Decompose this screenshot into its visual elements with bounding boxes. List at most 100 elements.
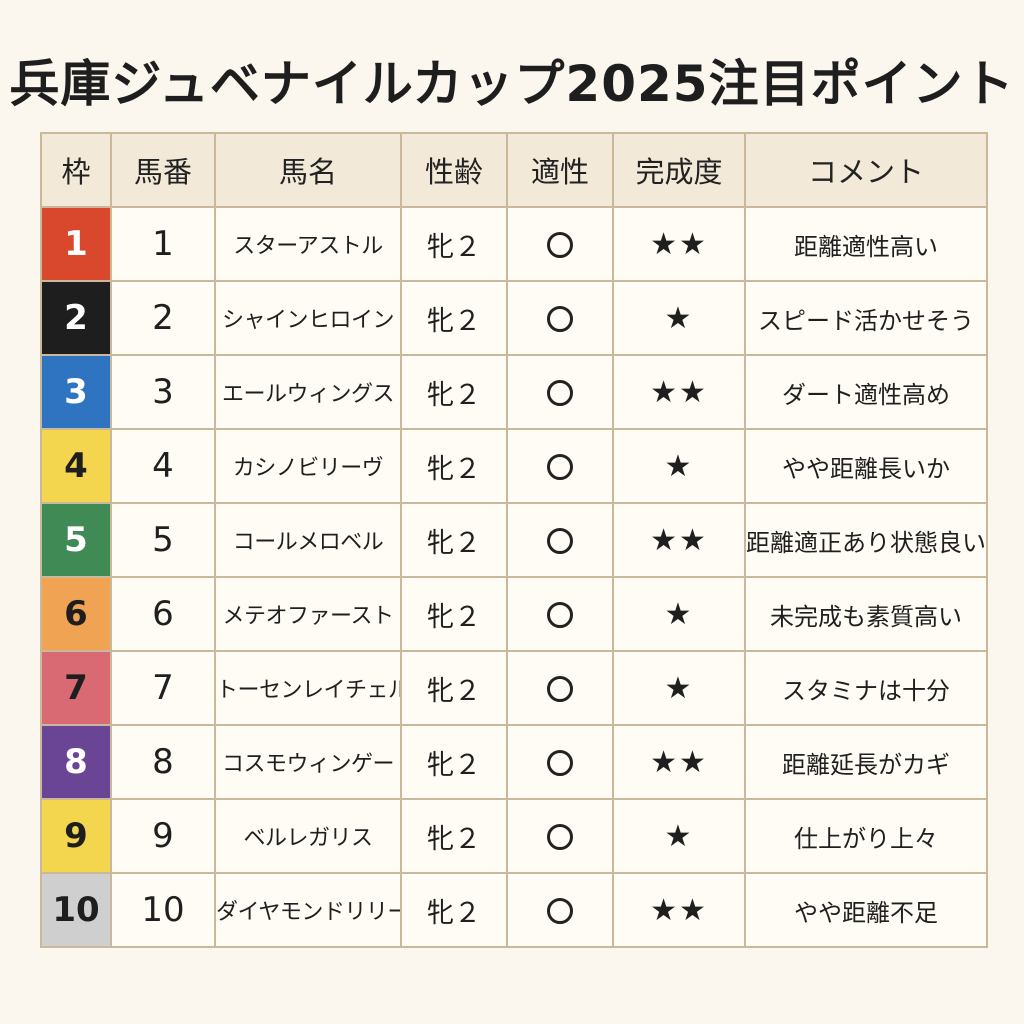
waku-badge: 9 [40,798,112,874]
comment-cell: 距離延長がカギ [744,724,988,800]
header-comment: コメント [744,132,988,208]
circle-mark-icon [547,750,573,776]
comment-cell: 仕上がり上々 [744,798,988,874]
header-fit: 適性 [506,132,614,208]
completion-stars: ★ [612,798,746,874]
completion-stars: ★ [612,280,746,356]
sex-age-cell: 牝２ [400,724,508,800]
sex-age-cell: 牝２ [400,428,508,504]
table-header-row: 枠 馬番 馬名 性齢 適性 完成度 コメント [40,132,988,208]
umaban-cell: 8 [110,724,216,800]
completion-stars: ★★ [612,206,746,282]
completion-stars: ★★ [612,502,746,578]
completion-stars: ★ [612,428,746,504]
umaban-cell: 1 [110,206,216,282]
comment-cell: ダート適性高め [744,354,988,430]
waku-badge: 4 [40,428,112,504]
header-name: 馬名 [214,132,402,208]
umaban-cell: 9 [110,798,216,874]
fit-cell: ○ [506,206,614,282]
sex-age-cell: 牝２ [400,650,508,726]
waku-badge: 10 [40,872,112,948]
horse-name-cell: スターアストル [214,206,402,282]
circle-mark-icon [547,602,573,628]
completion-stars: ★ [612,576,746,652]
sex-age-cell: 牝２ [400,206,508,282]
horse-name-cell: コスモウィンゲー [214,724,402,800]
completion-stars: ★ [612,650,746,726]
sex-age-cell: 牝２ [400,872,508,948]
umaban-cell: 6 [110,576,216,652]
header-completion: 完成度 [612,132,746,208]
sex-age-cell: 牝２ [400,502,508,578]
header-sex-age: 性齢 [400,132,508,208]
fit-cell: ○ [506,502,614,578]
waku-badge: 1 [40,206,112,282]
waku-badge: 7 [40,650,112,726]
header-waku: 枠 [40,132,112,208]
umaban-cell: 5 [110,502,216,578]
fit-cell: ○ [506,354,614,430]
horse-name-cell: ベルレガリス [214,798,402,874]
circle-mark-icon [547,676,573,702]
waku-badge: 2 [40,280,112,356]
waku-badge: 6 [40,576,112,652]
circle-mark-icon [547,232,573,258]
completion-stars: ★★ [612,354,746,430]
umaban-cell: 2 [110,280,216,356]
circle-mark-icon [547,306,573,332]
sex-age-cell: 牝２ [400,798,508,874]
fit-cell: ○ [506,428,614,504]
comment-cell: スタミナは十分 [744,650,988,726]
umaban-cell: 3 [110,354,216,430]
horse-name-cell: シャインヒロイン [214,280,402,356]
comment-cell: 距離適正あり状態良い [744,502,988,578]
comment-cell: やや距離長いか [744,428,988,504]
fit-cell: ○ [506,280,614,356]
horse-name-cell: カシノビリーヴ [214,428,402,504]
umaban-cell: 4 [110,428,216,504]
circle-mark-icon [547,454,573,480]
horse-name-cell: エールウィングス [214,354,402,430]
fit-cell: ○ [506,872,614,948]
completion-stars: ★★ [612,872,746,948]
completion-stars: ★★ [612,724,746,800]
circle-mark-icon [547,898,573,924]
comment-cell: 距離適性高い [744,206,988,282]
comment-cell: やや距離不足 [744,872,988,948]
horse-name-cell: トーセンレイチェル [214,650,402,726]
horse-name-cell: ダイヤモンドリリー [214,872,402,948]
sex-age-cell: 牝２ [400,576,508,652]
comment-cell: 未完成も素質高い [744,576,988,652]
horse-table: 枠 馬番 馬名 性齢 適性 完成度 コメント 11スターアストル牝２○★★距離適… [40,132,988,948]
circle-mark-icon [547,824,573,850]
page-title: 兵庫ジュベナイルカップ2025注目ポイント [9,55,1015,113]
sex-age-cell: 牝２ [400,280,508,356]
fit-cell: ○ [506,798,614,874]
comment-cell: スピード活かせそう [744,280,988,356]
circle-mark-icon [547,380,573,406]
umaban-cell: 10 [110,872,216,948]
fit-cell: ○ [506,724,614,800]
waku-badge: 8 [40,724,112,800]
fit-cell: ○ [506,650,614,726]
waku-badge: 5 [40,502,112,578]
umaban-cell: 7 [110,650,216,726]
sex-age-cell: 牝２ [400,354,508,430]
circle-mark-icon [547,528,573,554]
waku-badge: 3 [40,354,112,430]
fit-cell: ○ [506,576,614,652]
header-umaban: 馬番 [110,132,216,208]
horse-name-cell: メテオファースト [214,576,402,652]
